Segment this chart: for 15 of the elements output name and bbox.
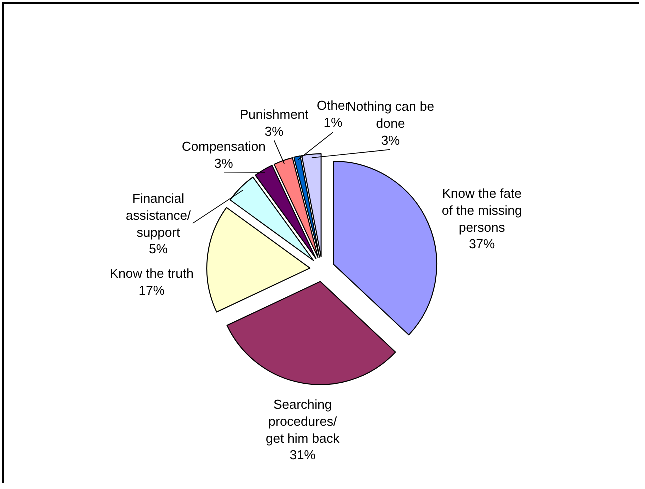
slice-label: Searching procedures/ get him back bbox=[266, 397, 340, 446]
data-label: 3% bbox=[381, 132, 401, 148]
data-label: 37% bbox=[469, 236, 496, 252]
data-label: 5% bbox=[149, 242, 168, 257]
data-label: 3% bbox=[214, 156, 234, 171]
data-label: 17% bbox=[138, 282, 166, 298]
slice-label: Know the truth bbox=[110, 266, 194, 281]
slice-label: Nothing can be done bbox=[347, 99, 434, 131]
slice-label: Punishment bbox=[240, 107, 310, 122]
slice-label: Know the fate of the missing persons bbox=[442, 186, 522, 235]
data-label: 31% bbox=[290, 448, 316, 463]
data-label: 3% bbox=[264, 124, 284, 139]
slice-label: Financial assistance/ support bbox=[126, 191, 192, 240]
data-label: 1% bbox=[324, 114, 344, 130]
slice-label: Compensation bbox=[182, 139, 266, 154]
